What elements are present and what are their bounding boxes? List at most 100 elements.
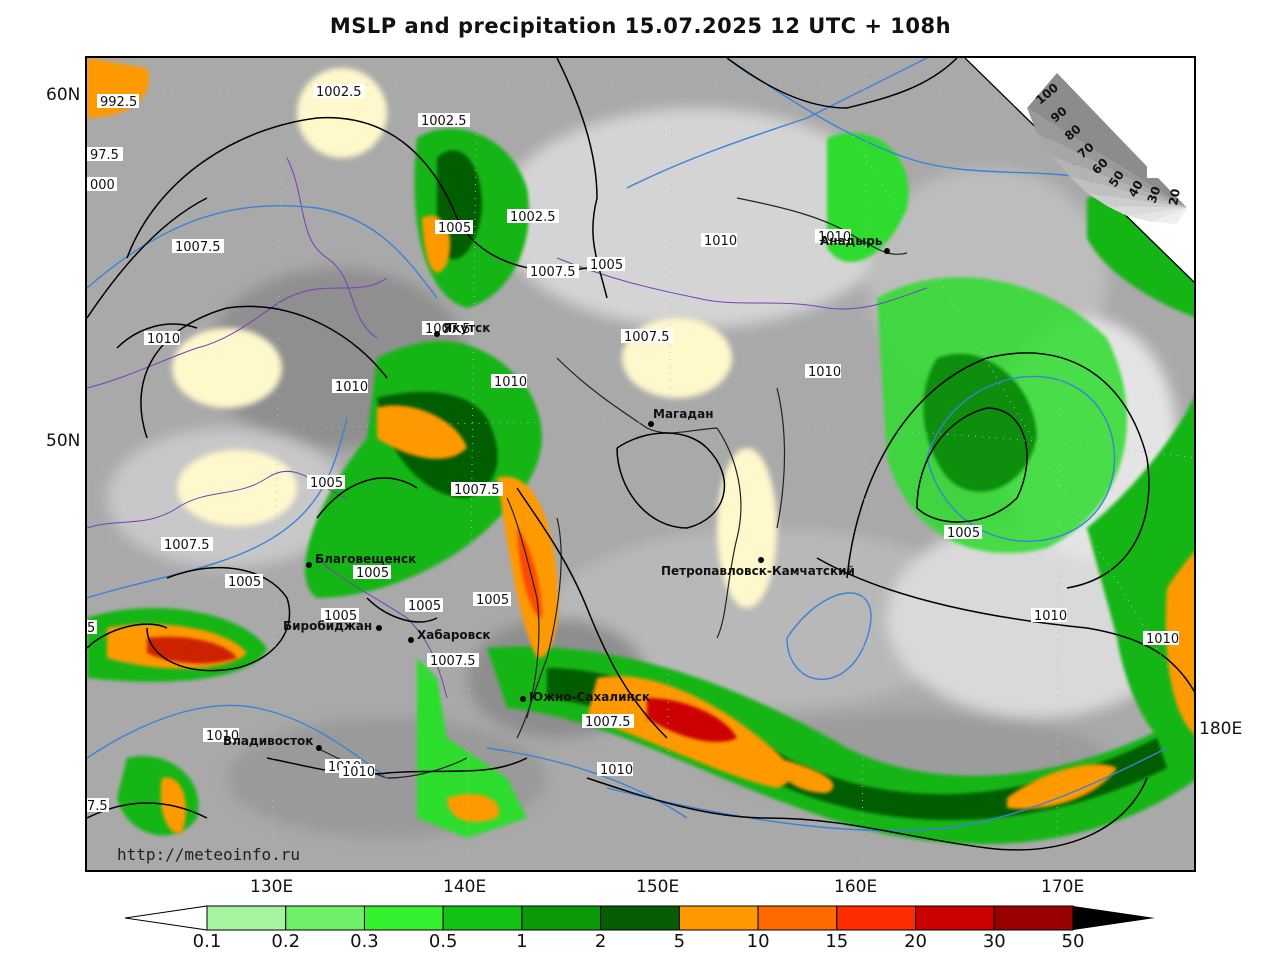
legend-label: 0.3	[350, 931, 379, 952]
isobar-label: 1005	[587, 257, 625, 273]
isobar-label: 1005	[944, 525, 982, 541]
city-khabarovsk: Хабаровск	[408, 628, 491, 643]
cloud-scale-label: 30	[1145, 185, 1164, 205]
legend-color-cell	[678, 905, 759, 931]
isobar-label: 1010	[491, 374, 527, 390]
isobar-label: 1010	[815, 229, 851, 245]
svg-text:1005: 1005	[356, 566, 389, 581]
svg-text:1010: 1010	[342, 765, 375, 780]
isobar-label: 1007.5	[172, 239, 224, 255]
lon-label-150e: 150E	[636, 877, 680, 897]
city-markers: Якутск Магадан Анадырь Петропавловск-Кам…	[223, 234, 890, 751]
svg-text:1005: 1005	[310, 476, 343, 491]
legend-color-cell	[915, 905, 995, 931]
legend-color-cell	[600, 905, 680, 931]
svg-text:1007.5: 1007.5	[430, 654, 476, 669]
isobar-label: 1007.5	[527, 264, 579, 280]
svg-text:Якутск: Якутск	[443, 321, 490, 335]
legend-high-arrow	[1073, 906, 1155, 930]
svg-text:1005: 1005	[590, 258, 623, 273]
svg-text:Благовещенск: Благовещенск	[315, 552, 416, 566]
country-borders	[87, 157, 928, 699]
city-anadyr: Анадырь	[820, 234, 890, 254]
lon-label-140e: 140E	[443, 877, 487, 897]
svg-text:1002.5: 1002.5	[510, 210, 556, 225]
isobar-label: 5	[87, 620, 97, 636]
svg-text:1010: 1010	[1146, 632, 1179, 647]
isobar-label: 1002.5	[313, 84, 365, 100]
legend-color-cell	[285, 905, 365, 931]
isobar-label: 1007.5	[451, 482, 503, 498]
svg-text:1002.5: 1002.5	[316, 85, 362, 100]
cloud-scale-fan	[1027, 68, 1187, 224]
legend-cells	[206, 905, 1074, 931]
svg-text:Анадырь: Анадырь	[820, 234, 883, 248]
svg-text:1010: 1010	[494, 375, 527, 390]
lon-label-160e: 160E	[834, 877, 878, 897]
isobar-label: 992.5	[97, 94, 139, 110]
svg-text:1007.5: 1007.5	[530, 265, 576, 280]
legend-label: 30	[982, 931, 1006, 952]
isobar-label: 1010	[332, 379, 368, 395]
isobar-label: 1005	[307, 475, 345, 491]
legend-color-cell	[206, 905, 287, 931]
legend-label: 15	[825, 931, 849, 952]
svg-text:992.5: 992.5	[100, 95, 137, 110]
legend-label: 50	[1061, 931, 1085, 952]
isobar-label: 1010	[1143, 631, 1179, 647]
legend-label: 2	[594, 931, 607, 952]
isobar-label: 1007.5	[427, 653, 479, 669]
svg-text:1010: 1010	[808, 365, 841, 380]
isobar-labels: 992.5 97.5 000 1002.5 1002.5 1002.5 1005…	[87, 84, 1179, 814]
isobar-label: 1005	[225, 574, 263, 590]
svg-text:1010: 1010	[818, 230, 851, 245]
city-blagoveshchensk: Благовещенск	[306, 552, 416, 568]
isobar-label: 1005	[473, 592, 511, 608]
legend-label: 1	[516, 931, 528, 952]
city-birobidzhan: Биробиджан	[283, 619, 382, 633]
isobar-label: 000	[87, 177, 117, 193]
cloud-scale-labels: 100 90 80 70 60 50 40 30 20	[1033, 80, 1183, 206]
svg-text:1005: 1005	[947, 526, 980, 541]
isobar-label: 97.5	[87, 147, 123, 163]
thickness-contours	[87, 58, 1168, 832]
svg-text:1010: 1010	[600, 763, 633, 778]
legend-label: 5	[673, 931, 686, 952]
legend-color-cell	[521, 905, 602, 931]
city-yuzhno-sakhalinsk: Южно-Сахалинск	[520, 690, 650, 704]
city-petropavlovsk: Петропавловск-Камчатский	[661, 557, 855, 578]
isobar-label: 1010	[1031, 608, 1067, 624]
svg-text:1005: 1005	[408, 599, 441, 614]
svg-text:7.5: 7.5	[87, 799, 108, 814]
isobar-label: 1005	[321, 608, 359, 624]
lon-label-170e: 170E	[1041, 877, 1085, 897]
svg-text:1010: 1010	[335, 380, 368, 395]
map-panel: 100 90 80 70 60 50 40 30 20 992.5 97.5 0…	[85, 56, 1196, 872]
isobar-label: 7.5	[87, 798, 109, 814]
svg-text:Петропавловск-Камчатский: Петропавловск-Камчатский	[661, 564, 855, 578]
svg-text:1010: 1010	[704, 234, 737, 249]
svg-text:1002.5: 1002.5	[421, 114, 467, 129]
legend-color-cell	[757, 905, 838, 931]
svg-text:1010: 1010	[1034, 609, 1067, 624]
svg-text:5: 5	[87, 621, 95, 636]
isobar-label: 1010	[339, 764, 375, 780]
svg-text:1007.5: 1007.5	[585, 715, 631, 730]
legend-label: 20	[904, 931, 927, 952]
legend-label: 0.5	[428, 931, 458, 952]
isobar-label: 1010	[144, 331, 180, 347]
isobar-label: 1007.5	[621, 329, 673, 345]
svg-text:000: 000	[90, 178, 115, 193]
isobar-label: 1005	[353, 565, 391, 581]
svg-text:1005: 1005	[324, 609, 357, 624]
legend-color-cell	[993, 905, 1074, 931]
isobar-label: 1010	[701, 233, 737, 249]
legend-low-arrow	[125, 905, 208, 931]
legend-label: 0.1	[192, 931, 222, 952]
svg-text:1005: 1005	[438, 221, 471, 236]
svg-text:1005: 1005	[228, 575, 261, 590]
legend-label: 10	[746, 931, 770, 952]
isobar-label: 1007.5	[161, 537, 213, 553]
isobar-label: 1005	[405, 598, 443, 614]
svg-text:1007.5: 1007.5	[175, 240, 221, 255]
